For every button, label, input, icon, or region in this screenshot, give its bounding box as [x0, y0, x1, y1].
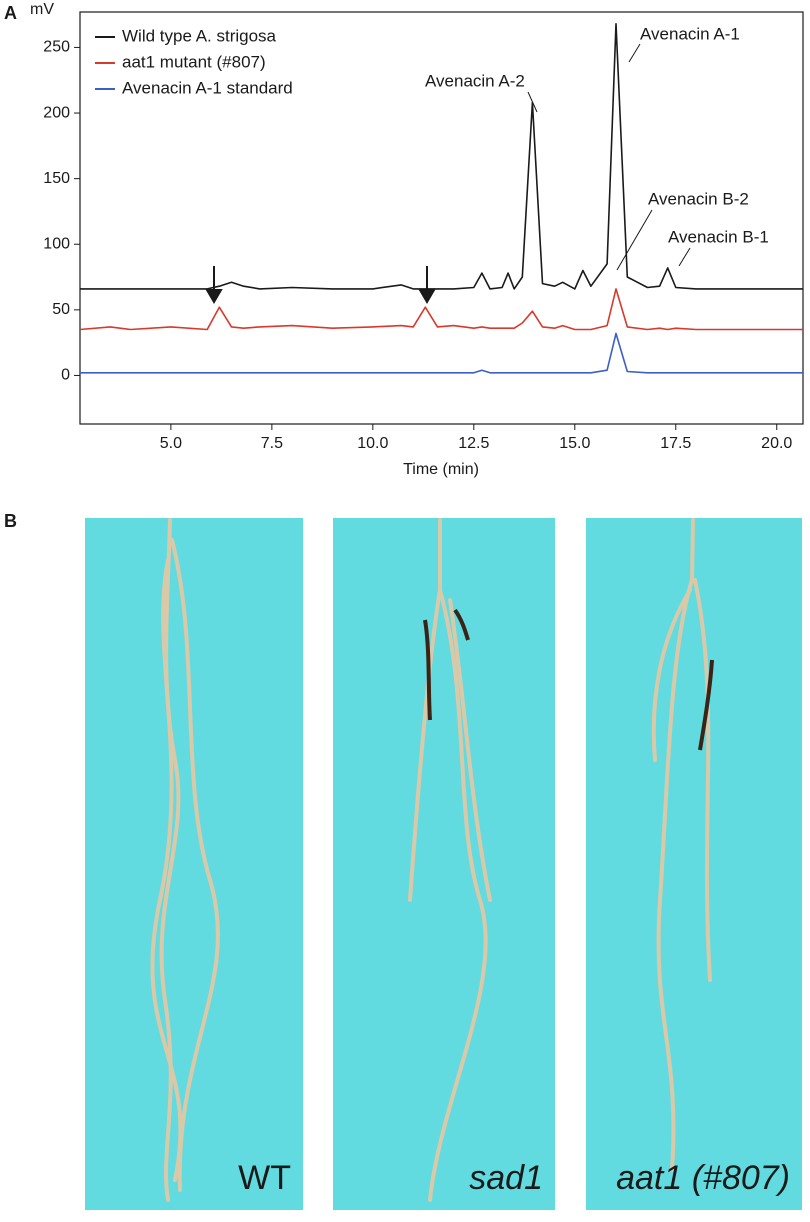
y-tick-label: 50 [52, 301, 70, 318]
y-tick-label: 0 [61, 367, 70, 384]
photo-background [333, 518, 555, 1210]
dark-root [698, 659, 714, 751]
y-tick-label: 250 [43, 39, 70, 56]
root [159, 518, 181, 1202]
dark-root [423, 619, 432, 721]
legend-label: Wild type A. strigosa [122, 26, 277, 45]
x-tick-label: 15.0 [559, 435, 590, 452]
x-tick-label: 12.5 [458, 435, 489, 452]
y-axis-label: mV [30, 1, 54, 18]
annotation-leader [616, 209, 653, 271]
annotation-leader [527, 91, 538, 113]
annotation-leader [628, 43, 641, 63]
y-tick-label: 150 [43, 170, 70, 187]
root [651, 588, 692, 762]
root [428, 588, 488, 1202]
photo-background [586, 518, 802, 1210]
root [150, 558, 183, 1182]
plot-frame [79, 11, 804, 425]
photo-label: aat1 (#807) [616, 1159, 790, 1197]
annotation: Avenacin B-2 [648, 189, 749, 208]
x-tick-label: 5.0 [160, 435, 182, 452]
x-tick-label: 17.5 [660, 435, 691, 452]
photo-panel: WT sad1 aat1 (#807) [85, 518, 802, 1210]
peak-arrows [205, 266, 436, 304]
trace [79, 288, 803, 331]
root [693, 578, 712, 982]
y-tick-label: 200 [43, 104, 70, 121]
root [656, 518, 695, 1172]
trace [80, 332, 803, 374]
annotation: Avenacin A-2 [425, 71, 525, 90]
photo-label: WT [238, 1159, 291, 1197]
x-tick-label: 20.0 [761, 435, 792, 452]
legend-label: aat1 mutant (#807) [122, 52, 266, 71]
trace [80, 23, 803, 290]
x-tick-label: 7.5 [261, 435, 283, 452]
panel-label: A [4, 3, 17, 23]
photo-label: sad1 [469, 1159, 543, 1197]
root [170, 538, 220, 1192]
x-tick-label: 10.0 [357, 435, 388, 452]
annotation-leader [678, 247, 691, 267]
annotation: Avenacin A-1 [640, 24, 740, 43]
dark-root [453, 608, 470, 641]
root [448, 598, 492, 902]
y-tick-label: 100 [43, 235, 70, 252]
annotation: Avenacin B-1 [668, 227, 769, 246]
root [408, 518, 442, 902]
panel-label: B [4, 511, 17, 531]
x-axis-label: Time (min) [403, 461, 479, 478]
photo-background [85, 518, 303, 1210]
legend-label: Avenacin A-1 standard [122, 78, 293, 97]
